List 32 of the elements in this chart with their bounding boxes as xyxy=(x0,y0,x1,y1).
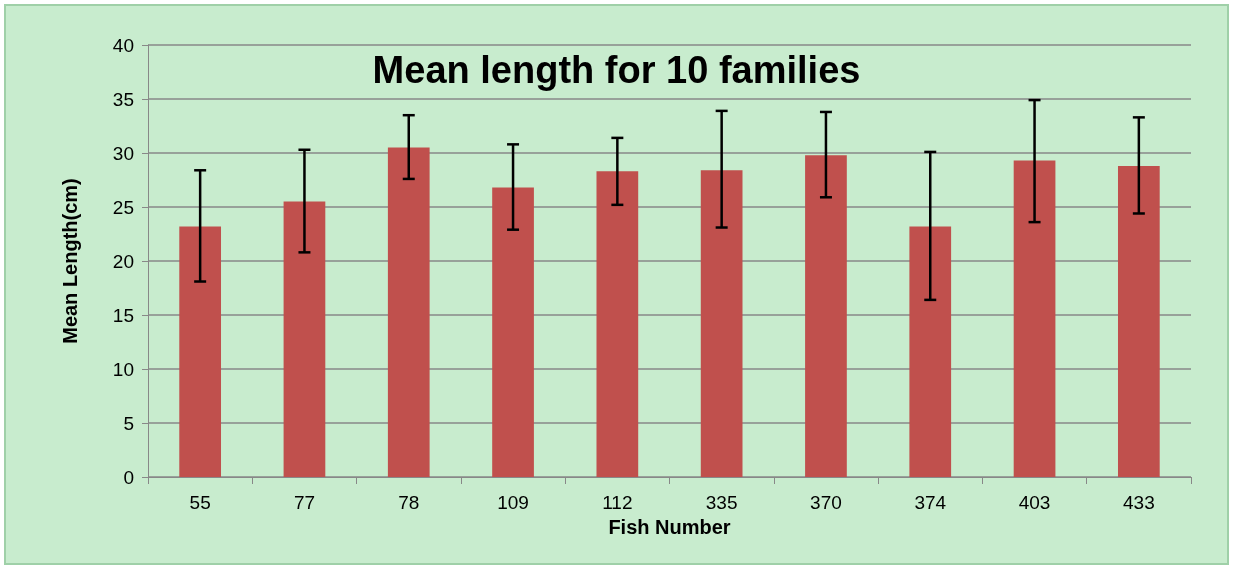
bar xyxy=(283,201,326,477)
y-tick-label: 35 xyxy=(112,88,134,110)
x-tick-label: 370 xyxy=(810,492,842,513)
bar xyxy=(1013,160,1056,477)
x-tick-label: 433 xyxy=(1123,492,1155,513)
bar xyxy=(387,147,430,477)
y-tick-label: 30 xyxy=(112,142,134,164)
y-tick-label: 40 xyxy=(112,34,134,56)
x-tick-label: 77 xyxy=(293,492,316,513)
x-tick-label: 335 xyxy=(705,492,738,513)
y-axis-title: Mean Length(cm) xyxy=(59,178,81,344)
x-tick-label: 374 xyxy=(914,492,947,513)
bar xyxy=(700,170,743,477)
chart-title: Mean length for 10 families xyxy=(372,49,861,91)
x-axis-title: Fish Number xyxy=(608,515,731,538)
x-tick-label: 78 xyxy=(398,492,420,513)
y-tick-label: 15 xyxy=(112,304,134,326)
y-tick-label: 10 xyxy=(112,358,134,380)
y-tick-label: 5 xyxy=(123,412,134,434)
bar xyxy=(596,171,639,477)
bar xyxy=(1117,165,1160,477)
y-tick-label: 25 xyxy=(112,196,134,218)
x-tick-label: 55 xyxy=(189,492,211,513)
x-tick-label: 112 xyxy=(602,492,633,513)
bar xyxy=(492,187,534,477)
bar xyxy=(909,226,952,477)
x-tick-label: 109 xyxy=(497,492,529,513)
bar xyxy=(805,155,847,477)
y-tick-label: 0 xyxy=(123,466,134,488)
bar xyxy=(179,226,222,477)
y-tick-label: 20 xyxy=(112,250,134,272)
x-tick-label: 403 xyxy=(1018,492,1051,513)
